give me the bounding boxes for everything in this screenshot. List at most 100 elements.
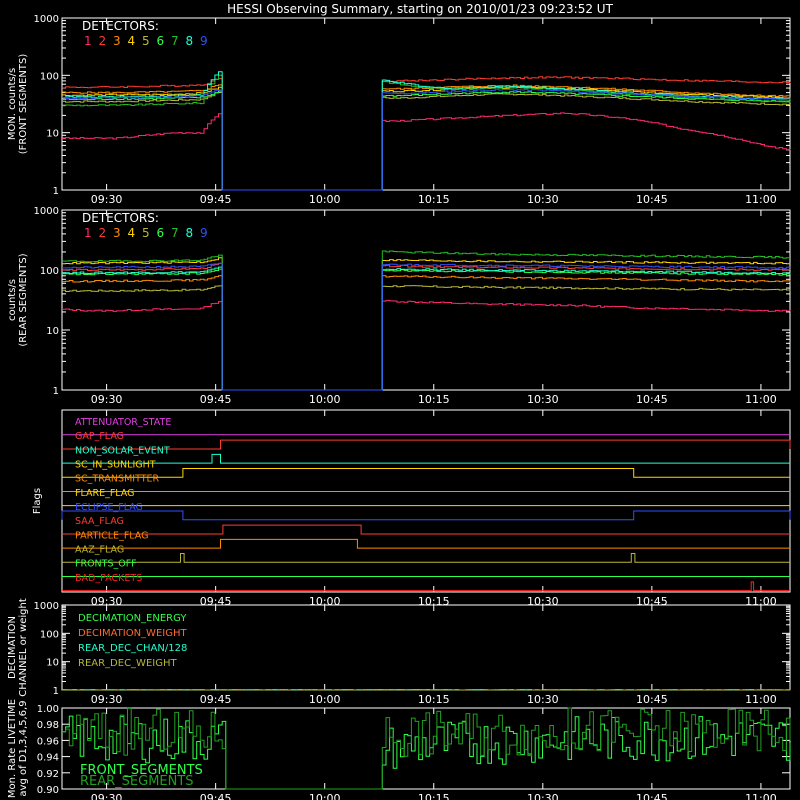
panel-0-legend-item: 5 <box>142 34 150 48</box>
panel-1-legend-item: 5 <box>142 226 150 240</box>
panel-1-legend-item: 8 <box>186 226 194 240</box>
panel-4-ylabel2: avg of D1,3,4,5,6,9 <box>18 700 29 796</box>
panel-1-legend-title: DETECTORS: <box>82 211 159 225</box>
panel-0-legend-item: 2 <box>99 34 107 48</box>
panel-0-xtick-label: 10:30 <box>527 193 559 206</box>
panel-1: 09:30 09:45 10:00 10:15 10:30 10:45 11:00 count… <box>7 206 791 406</box>
panels: 09:30 09:45 10:00 10:15 10:30 10:45 11:00 MON. … <box>7 14 791 800</box>
panel-4-ytick-label: 0.94 <box>37 753 59 764</box>
panel-0-xtick-label: 09:30 <box>91 193 123 206</box>
panel-3-xtick-label: 10:00 <box>309 693 341 706</box>
panel-3-ytick-label: 1 <box>53 686 59 697</box>
flag-label-particle-flag: PARTICLE_FLAG <box>75 530 148 541</box>
panel-2-ylabel: Flags <box>32 488 43 514</box>
flag-label-saa-flag: SAA_FLAG <box>75 516 124 527</box>
panel-3-xtick-label: 10:30 <box>527 693 559 706</box>
panel-3-ylabel2: CHANNEL or weight <box>18 598 29 697</box>
panel-4-xtick-label: 09:45 <box>200 792 232 800</box>
series-line-0-7 <box>62 74 791 191</box>
panel-0-ytick-label: 1 <box>53 186 59 197</box>
figure-title: HESSI Observing Summary, starting on 201… <box>227 2 613 16</box>
panel-1-xtick-label: 09:45 <box>200 393 232 406</box>
series-line-1-9 <box>62 262 791 391</box>
panel-0: 09:30 09:45 10:00 10:15 10:30 10:45 11:00 MON. … <box>7 14 791 206</box>
flag-label-non-solar-event: NON_SOLAR_EVENT <box>75 445 170 456</box>
series-line-1-2 <box>62 262 791 391</box>
panel-4-ytick-label: 0.96 <box>37 736 59 747</box>
flag-line-gap-flag <box>62 439 791 450</box>
flag-label-sc-transmitter: SC_TRANSMITTER <box>75 474 160 485</box>
panel-0-xtick-label: 09:45 <box>200 193 232 206</box>
panel-1-legend-item: 3 <box>113 226 121 240</box>
series-line-0-9 <box>62 88 791 191</box>
panel-3-ylabel: DECIMATION <box>7 616 18 679</box>
panel-4-xtick-label: 10:00 <box>309 792 341 800</box>
panel-2-frame <box>61 409 791 593</box>
flag-line-sc-in-sunlight <box>62 468 790 478</box>
series-line-1-4 <box>62 257 791 391</box>
flag-line-bad-packets <box>62 581 790 592</box>
series-line-1-5 <box>62 285 791 391</box>
panel-1-legend-item: 2 <box>99 226 107 240</box>
panel-0-legend-item: 9 <box>200 34 208 48</box>
series-line-4-rear-segments <box>62 707 791 790</box>
panel-4-legend-item: REAR_SEGMENTS <box>80 774 194 789</box>
panel-0-xtick-label: 10:15 <box>418 193 450 206</box>
panel-4: 09:30 09:45 10:00 10:15 10:30 10:45 11:00 Mon. … <box>7 699 791 800</box>
panel-3: 09:30 09:45 10:00 10:15 10:30 10:45 11:00 DECIM… <box>7 598 791 706</box>
panel-1-frame <box>61 209 791 391</box>
panel-3-ytick-label: 1000 <box>34 601 59 612</box>
panel-3-legend-item: DECIMATION_ENERGY <box>78 613 187 624</box>
panel-1-xtick-label: 10:15 <box>418 393 450 406</box>
panel-4-xtick-label: 10:45 <box>636 792 668 800</box>
panel-4-xtick-label: 10:15 <box>418 792 450 800</box>
panel-0-ylabel: MON. counts/s <box>7 68 18 140</box>
panel-3-legend-item: REAR_DEC_CHAN/128 <box>78 643 187 654</box>
panel-1-legend-item: 4 <box>128 226 136 240</box>
flag-line-eclipse-flag <box>61 510 791 521</box>
panel-0-xtick-label: 10:00 <box>309 193 341 206</box>
panel-4-xtick-label: 11:00 <box>745 792 777 800</box>
panel-1-ytick-label: 10 <box>46 326 59 337</box>
series-line-1-8 <box>62 266 791 391</box>
panel-0-xtick-label: 10:45 <box>636 193 668 206</box>
flag-line-particle-flag <box>62 538 790 549</box>
series-line-1-3 <box>62 275 791 391</box>
flag-line-aaz-flag <box>62 553 790 563</box>
panel-4-ytick-label: 0.92 <box>37 769 59 780</box>
panel-0-ytick-label: 100 <box>40 71 59 82</box>
panel-1-xtick-label: 11:00 <box>745 393 777 406</box>
panel-1-xtick-label: 10:45 <box>636 393 668 406</box>
flag-label-attenuator-state: ATTENUATOR_STATE <box>75 417 171 428</box>
series-line-1-6 <box>62 268 791 391</box>
panel-1-legend-item: 6 <box>157 226 165 240</box>
panel-0-legend-item: 7 <box>171 34 179 48</box>
panel-1-ytick-label: 100 <box>40 266 59 277</box>
flag-label-flare-flag: FLARE_FLAG <box>75 488 135 499</box>
panel-3-xtick-label: 10:45 <box>636 693 668 706</box>
panel-3-xtick-label: 10:15 <box>418 693 450 706</box>
flag-label-aaz-flag: AAZ_FLAG <box>75 545 124 556</box>
panel-3-xtick-label: 11:00 <box>745 693 777 706</box>
series-line-0-5 <box>62 92 791 191</box>
panel-4-ytick-label: 0.90 <box>37 785 59 796</box>
panel-0-legend-item: 4 <box>128 34 136 48</box>
flag-label-bad-packets: BAD_PACKETS <box>75 573 142 584</box>
panel-0-legend-item: 8 <box>186 34 194 48</box>
flag-label-sc-in-sunlight: SC_IN_SUNLIGHT <box>75 460 156 471</box>
panel-3-xtick-label: 09:30 <box>91 693 123 706</box>
flag-line-non-solar-event <box>62 453 790 464</box>
panel-1-xtick-label: 10:00 <box>309 393 341 406</box>
panel-3-ytick-label: 10 <box>46 658 59 669</box>
panel-3-ytick-label: 100 <box>40 629 59 640</box>
panel-4-xtick-label: 10:30 <box>527 792 559 800</box>
series-line-1-7 <box>62 250 790 391</box>
panel-4-ytick-label: 1.00 <box>37 704 59 715</box>
panel-0-ylabel2: (FRONT SEGMENTS) <box>18 54 29 155</box>
panel-3-legend-item: DECIMATION_WEIGHT <box>78 628 187 639</box>
panel-0-legend-item: 6 <box>157 34 165 48</box>
series-line-0-1 <box>62 112 791 191</box>
flag-label-fronts-off: FRONTS_OFF <box>75 559 137 570</box>
panel-1-ylabel: counts/s <box>7 279 18 321</box>
